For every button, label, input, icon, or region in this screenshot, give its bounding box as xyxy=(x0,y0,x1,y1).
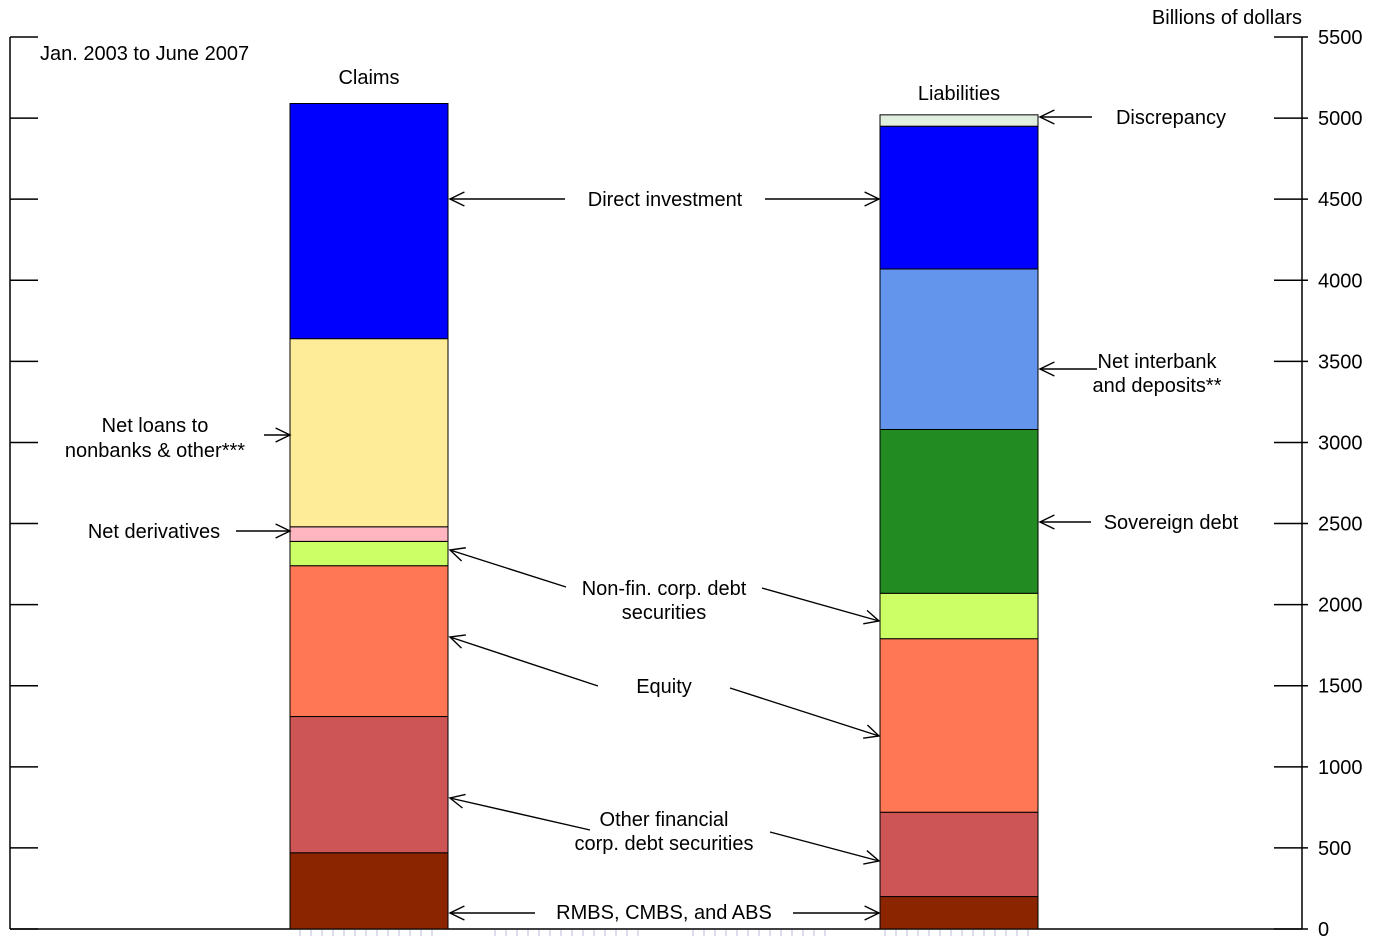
bar-claims-segment-3 xyxy=(289,540,449,567)
plot-frame xyxy=(9,37,1303,930)
arrow-nonfin-claims-head xyxy=(448,547,466,562)
tick-label-4500: 4500 xyxy=(1318,189,1363,211)
bar-segments xyxy=(289,102,1039,930)
tick-label-2000: 2000 xyxy=(1318,595,1363,617)
tick-label-5500: 5500 xyxy=(1318,27,1363,49)
bar-claims-segment-4 xyxy=(289,526,449,542)
arrow-otherfin-liab xyxy=(769,831,880,862)
bar-claims-segment-5 xyxy=(289,338,449,528)
annotation-net-interbank-line2: and deposits** xyxy=(1093,375,1222,397)
annotation-net-loans-line2: nonbanks & other*** xyxy=(65,440,245,462)
arrow-nonfin-claims xyxy=(449,549,567,588)
bar-liabilities-segment-3 xyxy=(879,592,1039,640)
arrow-direct-liab-head xyxy=(864,191,881,207)
annotation-discrepancy: Discrepancy xyxy=(1116,107,1226,129)
bar-liabilities-segment-2 xyxy=(879,638,1039,813)
bar-claims-segment-2 xyxy=(289,565,449,718)
bar-claims-segment-0 xyxy=(289,852,449,930)
arrow-net-loans-head xyxy=(275,427,292,443)
annotation-nonfin-line1: Non-fin. corp. debt xyxy=(582,578,747,600)
tick-label-0: 0 xyxy=(1318,919,1329,936)
arrow-equity-liab-head xyxy=(863,724,881,739)
y-axis-label: Billions of dollars xyxy=(1152,7,1302,29)
tick-label-2500: 2500 xyxy=(1318,514,1363,536)
tick-label-1000: 1000 xyxy=(1318,757,1363,779)
annotation-other-fin-line2: corp. debt securities xyxy=(575,833,754,855)
annotation-net-interbank-line1: Net interbank xyxy=(1098,351,1218,373)
annotation-other-fin-line1: Other financial xyxy=(600,809,729,831)
arrow-rmbs-liab-head xyxy=(864,905,881,921)
tick-label-5000: 5000 xyxy=(1318,108,1363,130)
bar-liabilities-segment-6 xyxy=(879,428,1039,594)
bar-liabilities-segment-1 xyxy=(879,811,1039,898)
annotation-rmbs: RMBS, CMBS, and ABS xyxy=(556,902,772,924)
arrow-net-interbank-head xyxy=(1038,361,1055,377)
bar-claims-segment-8 xyxy=(289,102,449,340)
annotation-arrows xyxy=(236,109,1097,921)
arrow-equity-claims xyxy=(449,636,599,687)
arrow-rmbs-claims-head xyxy=(448,905,465,921)
bar-liabilities-segment-8 xyxy=(879,125,1039,270)
tick-label-3500: 3500 xyxy=(1318,351,1363,373)
category-label-liabilities: Liabilities xyxy=(918,83,1000,105)
annotation-nonfin-line2: securities xyxy=(622,602,706,624)
arrow-equity-liab xyxy=(729,687,880,737)
tick-label-500: 500 xyxy=(1318,838,1351,860)
annotation-equity: Equity xyxy=(636,676,692,698)
arrow-nonfin-liab xyxy=(761,587,880,622)
bar-liabilities-segment-9 xyxy=(879,114,1039,127)
annotation-net-derivatives: Net derivatives xyxy=(88,521,220,543)
arrow-discrepancy-head xyxy=(1038,109,1055,125)
bar-liabilities-segment-0 xyxy=(879,896,1039,930)
annotation-sovereign-debt: Sovereign debt xyxy=(1104,512,1239,534)
chart-subtitle: Jan. 2003 to June 2007 xyxy=(40,43,249,65)
tick-label-1500: 1500 xyxy=(1318,676,1363,698)
arrow-sovereign-head xyxy=(1038,514,1055,530)
bar-liabilities-segment-7 xyxy=(879,268,1039,430)
category-label-claims: Claims xyxy=(338,67,399,89)
annotation-net-loans-line1: Net loans to xyxy=(102,415,209,437)
annotation-direct-investment: Direct investment xyxy=(588,189,743,211)
y-axis-ticks: 0 500 1000 1500 2000 2500 3000 3500 4000 4500 5000… xyxy=(10,27,1363,936)
arrow-otherfin-claims xyxy=(449,797,591,831)
tick-label-3000: 3000 xyxy=(1318,432,1363,454)
arrow-direct-claims-head xyxy=(448,191,465,207)
arrow-equity-claims-head xyxy=(448,634,466,649)
arrow-nonfin-liab-head xyxy=(863,609,881,625)
arrow-otherfin-claims-head xyxy=(448,793,466,809)
tick-label-4000: 4000 xyxy=(1318,270,1363,292)
arrow-otherfin-liab-head xyxy=(863,850,881,865)
arrow-net-derivatives-head xyxy=(275,523,292,539)
bar-claims-segment-1 xyxy=(289,716,449,854)
